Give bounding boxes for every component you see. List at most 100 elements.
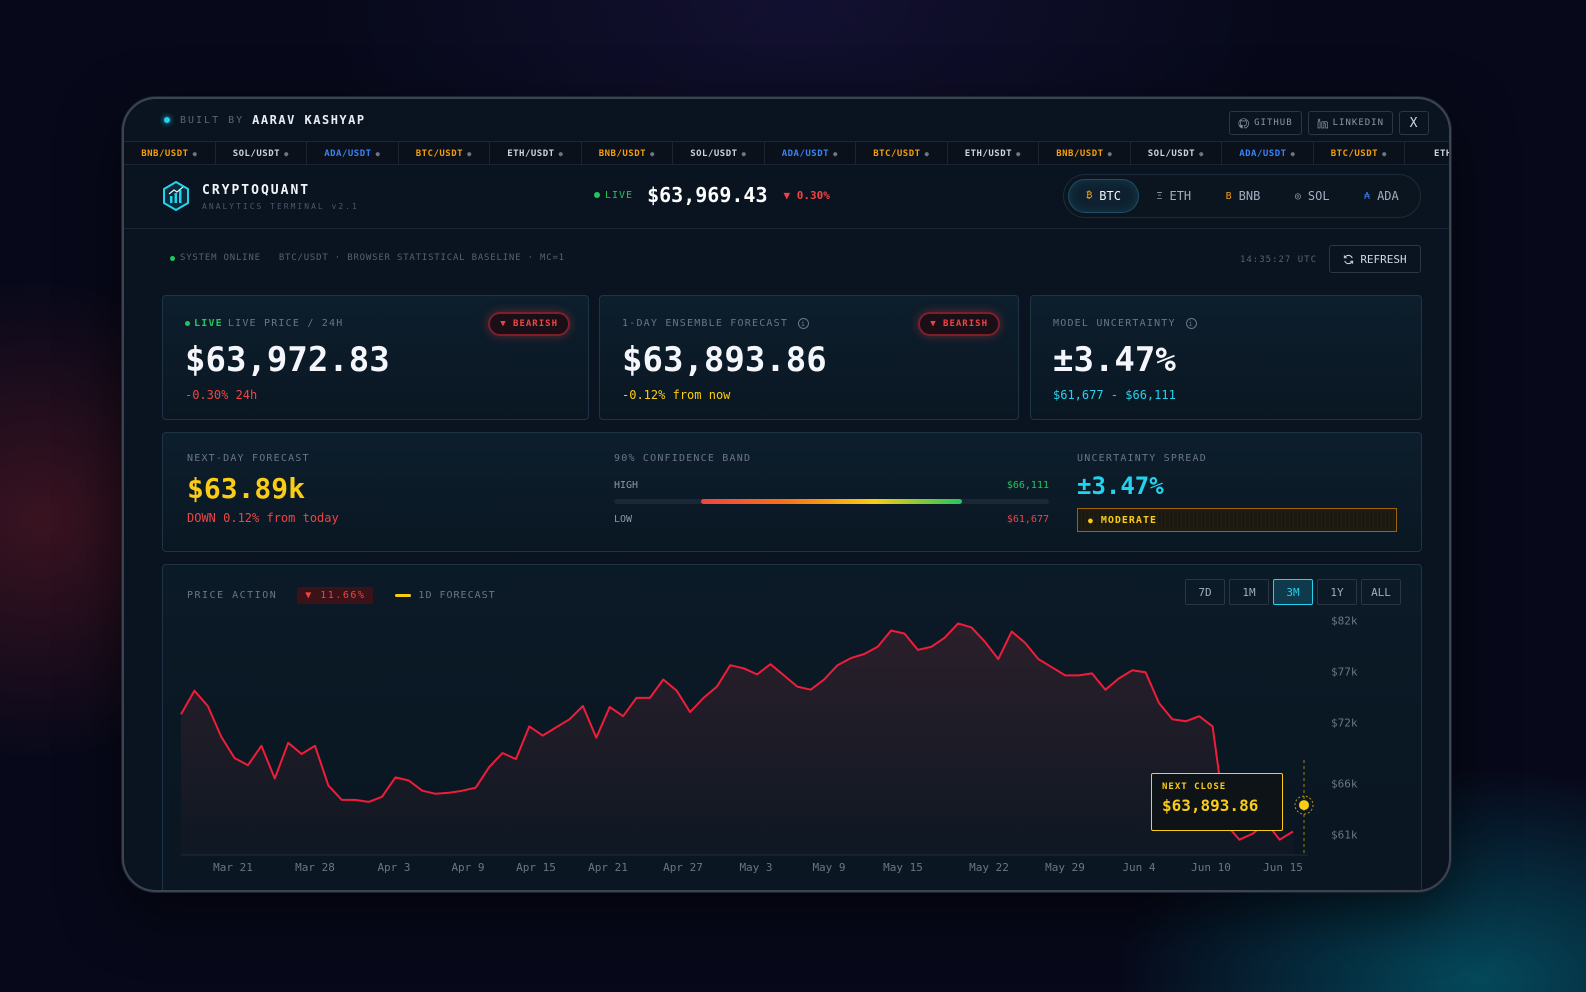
range-button-1m[interactable]: 1M [1229, 579, 1269, 605]
brand-subtitle: ANALYTICS TERMINAL v2.1 [202, 202, 359, 211]
next-close-tooltip: NEXT CLOSE $63,893.86 [1151, 773, 1283, 831]
ticker-item: BTC/USDT ● [399, 142, 490, 164]
x-link[interactable]: X [1399, 111, 1429, 135]
info-icon[interactable]: i [798, 318, 810, 329]
ticker-pair: ADA/USDT [324, 149, 372, 159]
ensemble-forecast-change: -0.12% from now [622, 388, 730, 402]
ticker-pair: ADA/USDT [1239, 149, 1287, 159]
ticker-pair: ADA/USDT [781, 149, 830, 159]
refresh-icon [1344, 254, 1354, 264]
model-uncertainty-range: $61,677 - $66,111 [1053, 388, 1176, 402]
ensemble-forecast-label: 1-DAY ENSEMBLE FORECAST [622, 318, 789, 329]
ensemble-forecast-value: $63,893.86 [622, 340, 827, 380]
btc-icon: ₿ [1086, 190, 1093, 201]
live-small-label: LIVE [194, 318, 223, 329]
range-button-3m[interactable]: 3M [1273, 579, 1313, 605]
price-action-header: PRICE ACTION ▼ 11.66% 1D FORECAST [187, 587, 496, 604]
github-label: GITHUB [1254, 118, 1293, 128]
price-area [181, 623, 1293, 855]
range-button-1y[interactable]: 1Y [1317, 579, 1357, 605]
uncertainty-spread-label: UNCERTAINTY SPREAD [1077, 453, 1207, 464]
y-tick-label: $61k [1331, 829, 1358, 842]
ensemble-forecast-suffix: from now [672, 388, 731, 402]
next-day-forecast: NEXT-DAY FORECAST $63.89k DOWN 0.12% fro… [187, 453, 339, 525]
ticker-item: BNB/USDT ● [582, 142, 673, 164]
ticker-item: BNB/USDT ● [124, 142, 216, 164]
range-button-all[interactable]: ALL [1361, 579, 1401, 605]
github-icon [1238, 117, 1249, 128]
forecast-halo [1294, 795, 1314, 815]
x-tick-label: May 29 [1045, 861, 1085, 874]
bearish-badge: ▼ BEARISH [918, 312, 1000, 336]
live-dot-icon [185, 321, 190, 326]
ticker-dot-icon: ● [1290, 150, 1296, 158]
confidence-band-fill [701, 499, 962, 504]
ticker-pair: BNB/USDT [598, 149, 647, 159]
github-link[interactable]: GITHUB [1229, 111, 1302, 135]
live-price-change: -0.30% 24h [185, 388, 258, 402]
forecast-legend: 1D FORECAST [395, 590, 495, 601]
time-range-selector: 7D 1M 3M 1Y ALL [1185, 579, 1401, 605]
ticker-dot-icon: ● [375, 150, 381, 158]
ticker-item: ETH/● [1405, 142, 1449, 164]
forecast-point [1299, 800, 1309, 811]
linkedin-label: LINKEDIN [1332, 118, 1384, 128]
y-tick-label: $72k [1331, 716, 1358, 729]
confidence-band: 90% CONFIDENCE BAND HIGH $66,111 LOW $61… [614, 453, 1049, 525]
coin-tab-btc[interactable]: ₿ BTC [1068, 179, 1140, 213]
ticker-dot-icon: ● [1199, 150, 1204, 158]
ticker-dot-icon: ● [833, 150, 838, 158]
refresh-button[interactable]: REFRESH [1329, 245, 1421, 273]
built-by-label: BUILT BY [180, 114, 245, 126]
model-uncertainty-value: ±3.47% [1053, 340, 1176, 380]
confidence-band-bar [614, 499, 1049, 504]
ticker-pair: SOL/USDT [1147, 149, 1196, 159]
ticker-dot-icon: ● [284, 150, 289, 158]
model-uncertainty-card: MODEL UNCERTAINTY i ±3.47% $61,677 - $66… [1030, 295, 1422, 420]
coin-selector: ₿ BTC Ξ ETH B BNB ◎ SOL ₳ ADA [1063, 174, 1421, 218]
status-detail: BTC/USDT · BROWSER STATISTICAL BASELINE … [278, 253, 565, 263]
ticker-pair: BTC/USDT [873, 149, 921, 159]
x-tick-label: May 3 [739, 861, 772, 874]
live-label: LIVE [605, 189, 634, 201]
ticker-dot-icon: ● [467, 150, 472, 158]
ticker-dot-icon: ● [192, 150, 198, 158]
ticker-dot-icon: ● [650, 150, 655, 158]
band-low-row: LOW $61,677 [614, 514, 1049, 525]
x-tick-label: Apr 15 [516, 861, 556, 874]
price-action-label: PRICE ACTION [187, 590, 278, 601]
range-button-7d[interactable]: 7D [1185, 579, 1225, 605]
ada-icon: ₳ [1364, 190, 1371, 202]
uncertainty-spread-value: ±3.47% [1077, 472, 1164, 500]
coin-label: ADA [1377, 189, 1399, 203]
coin-label: ETH [1169, 189, 1192, 203]
x-tick-label: May 22 [969, 861, 1009, 874]
coin-tab-sol[interactable]: ◎ SOL [1278, 179, 1347, 213]
coin-tab-eth[interactable]: Ξ ETH [1139, 179, 1208, 213]
x-tick-label: May 15 [883, 861, 923, 874]
x-tick-label: Apr 27 [663, 861, 703, 874]
band-low-value: $61,677 [1006, 514, 1049, 525]
ticker-pair: ETH/USDT [507, 149, 555, 159]
live-indicator: LIVE [594, 190, 633, 201]
sol-icon: ◎ [1294, 190, 1301, 202]
next-day-forecast-direction: DOWN 0.12% from today [187, 511, 339, 525]
band-high-label: HIGH [614, 480, 639, 491]
price-chart-svg: $82k $77k $72k $66k $61k Mar 21 Mar 28 Apr 3 Apr… [180, 614, 1358, 874]
system-online-label: SYSTEM ONLINE [180, 253, 261, 263]
moderate-dot-icon: ● [1088, 515, 1094, 525]
brand-name: CRYPTOQUANT [202, 183, 311, 198]
ticker-item: SOL/USDT ● [673, 142, 765, 164]
coin-tab-ada[interactable]: ₳ ADA [1347, 179, 1416, 213]
coin-tab-bnb[interactable]: B BNB [1208, 179, 1277, 213]
forecast-summary-card: NEXT-DAY FORECAST $63.89k DOWN 0.12% fro… [162, 432, 1422, 552]
ticker-item: SOL/USDT ● [1131, 142, 1222, 164]
x-tick-label: Apr 21 [588, 861, 628, 874]
ticker-dot-icon: ● [741, 150, 747, 158]
linkedin-link[interactable]: LINKEDIN [1307, 111, 1393, 135]
bnb-icon: B [1225, 190, 1232, 202]
ticker-item: BNB/USDT ● [1039, 142, 1131, 164]
author-name: AARAV KASHYAP [252, 113, 366, 127]
info-icon[interactable]: i [1185, 318, 1197, 329]
status-dot-icon [164, 117, 170, 123]
